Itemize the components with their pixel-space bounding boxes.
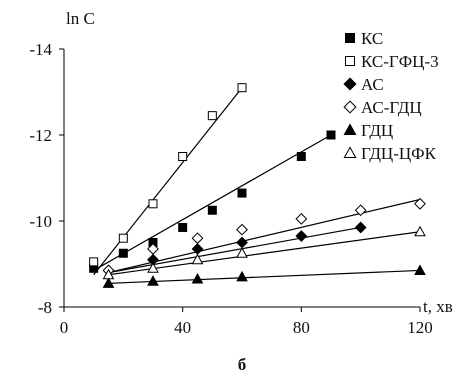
data-point [354, 204, 367, 217]
legend-marker [343, 123, 357, 135]
data-point [414, 225, 426, 237]
data-point [296, 152, 306, 161]
fit-lines [93, 87, 421, 284]
legend-marker [345, 33, 355, 43]
data-point [147, 243, 159, 255]
fit-line [108, 198, 421, 274]
data-point [295, 212, 308, 225]
data-point [178, 152, 188, 161]
legend-marker [343, 77, 357, 91]
axes [63, 49, 420, 308]
legend-label: КС-ГФЦ-3 [361, 52, 439, 71]
data-point [237, 188, 247, 198]
data-point [102, 268, 115, 280]
legend-label: АС-ГДЦ [361, 98, 422, 117]
data-point [191, 232, 204, 245]
data-point [295, 230, 308, 242]
legend-label: АС [361, 75, 384, 94]
y-tick-label: -12 [29, 126, 52, 145]
legend-label: ГДЦ-ЦФК [361, 144, 437, 163]
data-point [118, 248, 128, 258]
legend-marker [345, 56, 355, 66]
legend: КС КС-ГФЦ-3 АС АС-ГДЦ ГДЦ ГДЦ-ЦФК [343, 29, 439, 163]
data-point [118, 233, 128, 243]
data-point [237, 83, 247, 93]
data-point [178, 222, 188, 232]
data-point [236, 223, 248, 236]
y-axis-title: ln C [66, 9, 95, 28]
legend-label: КС [361, 29, 383, 48]
data-point [147, 275, 159, 286]
y-tick-label: -10 [29, 212, 52, 231]
data-point [236, 270, 248, 282]
fit-line [108, 226, 361, 274]
x-tick-label: 80 [293, 318, 310, 337]
data-point [102, 277, 115, 288]
fit-line [108, 231, 421, 276]
data-point [191, 253, 204, 265]
data-point [414, 264, 426, 275]
data-point [236, 236, 248, 249]
data-point [326, 130, 336, 140]
legend-label: ГДЦ [361, 121, 393, 140]
x-tick-label: 120 [407, 318, 433, 337]
axis-ticks: 0 40 80 120 -8 -10 -12 -14 [29, 40, 432, 337]
data-point [354, 221, 367, 234]
x-tick-label: 0 [60, 318, 69, 337]
data-point [148, 199, 158, 209]
data-point [147, 262, 159, 273]
y-tick-label: -14 [29, 40, 52, 59]
legend-marker [343, 146, 357, 158]
data-point [207, 205, 217, 215]
y-tick-label: -8 [38, 298, 52, 317]
x-tick-label: 40 [174, 318, 191, 337]
data-point [207, 111, 217, 121]
data-points [89, 83, 426, 288]
fit-line [93, 134, 332, 271]
x-axis-title: t, хв [423, 297, 453, 316]
data-point [89, 257, 99, 267]
data-point [191, 273, 204, 284]
legend-marker [343, 100, 357, 114]
fit-line [93, 87, 243, 276]
data-point [414, 197, 426, 210]
chart-caption: б [238, 355, 247, 374]
fit-line [108, 269, 421, 284]
data-point [236, 247, 248, 258]
